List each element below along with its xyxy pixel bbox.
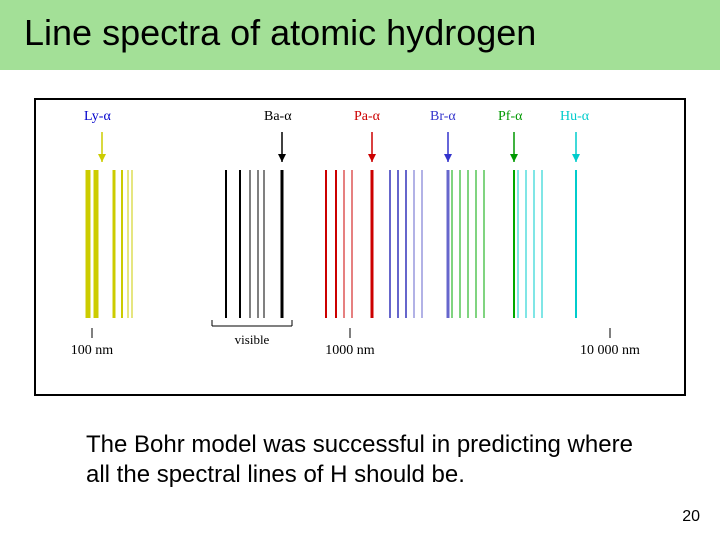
title-band: Line spectra of atomic hydrogen: [0, 0, 720, 70]
spectrum-svg: Ly-α Ba-α Pa-α Br-α Pf-α Hu-α 100 nm 1000 nm 10 …: [36, 100, 684, 394]
arrowhead-icon: [572, 154, 580, 162]
arrowhead-icon: [510, 154, 518, 162]
axis-label: 1000 nm: [325, 343, 375, 358]
page-number: 20: [682, 508, 700, 526]
visible-label: visible: [235, 332, 270, 347]
series-label: Ly-α: [84, 109, 111, 124]
axis-label: 10 000 nm: [580, 343, 640, 358]
arrowhead-icon: [98, 154, 106, 162]
arrowhead-icon: [368, 154, 376, 162]
arrowhead-icon: [278, 154, 286, 162]
page-title: Line spectra of atomic hydrogen: [24, 12, 696, 54]
series-label: Pa-α: [354, 109, 381, 124]
arrowhead-icon: [444, 154, 452, 162]
series-label: Ba-α: [264, 109, 292, 124]
series-label: Br-α: [430, 109, 456, 124]
series-label: Hu-α: [560, 109, 590, 124]
spectrum-chart: Ly-α Ba-α Pa-α Br-α Pf-α Hu-α 100 nm 1000 nm 10 …: [34, 98, 686, 396]
series-label: Pf-α: [498, 109, 523, 124]
caption: The Bohr model was successful in predict…: [86, 430, 646, 490]
axis-label: 100 nm: [71, 343, 114, 358]
